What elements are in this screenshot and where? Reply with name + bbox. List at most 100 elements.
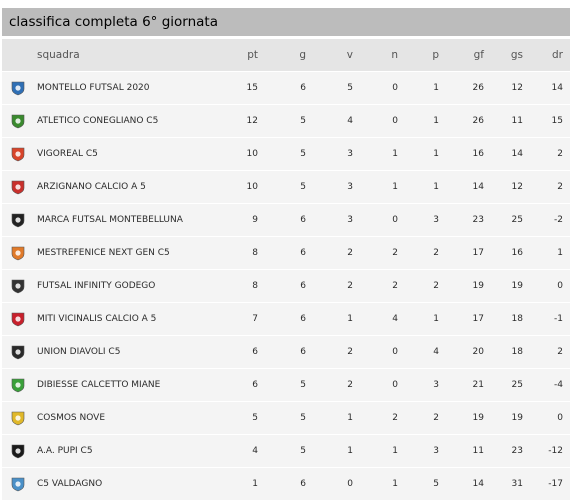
stat-dr: 0: [530, 402, 570, 434]
team-name[interactable]: DIBIESSE CALCETTO MIANE: [33, 369, 216, 401]
stat-dr: 0: [530, 270, 570, 302]
stat-p: 3: [405, 204, 446, 236]
stat-gf: 14: [446, 468, 491, 500]
header-logo: [2, 39, 33, 71]
stat-p: 1: [405, 72, 446, 104]
stat-dr: -2: [530, 204, 570, 236]
header-g[interactable]: g: [265, 39, 313, 71]
stat-n: 0: [360, 105, 405, 137]
stat-pt: 15: [216, 72, 265, 104]
stat-p: 3: [405, 369, 446, 401]
stat-g: 6: [265, 303, 313, 335]
stat-v: 3: [313, 138, 360, 170]
stat-p: 2: [405, 402, 446, 434]
stat-gs: 12: [491, 72, 530, 104]
stat-g: 6: [265, 270, 313, 302]
team-name[interactable]: COSMOS NOVE: [33, 402, 216, 434]
table-row[interactable]: MARCA FUTSAL MONTEBELLUNA 9 6 3 0 3 23 25 -2: [2, 204, 570, 236]
team-name[interactable]: MITI VICINALIS CALCIO A 5: [33, 303, 216, 335]
table-row[interactable]: FUTSAL INFINITY GODEGO 8 6 2 2 2 19 19 0: [2, 270, 570, 302]
stat-g: 5: [265, 369, 313, 401]
stat-gf: 26: [446, 105, 491, 137]
stat-v: 2: [313, 336, 360, 368]
logo-cell: [2, 171, 33, 203]
stat-g: 5: [265, 171, 313, 203]
stat-v: 1: [313, 402, 360, 434]
team-logo-icon: [10, 179, 26, 195]
stat-v: 1: [313, 435, 360, 467]
table-row[interactable]: MITI VICINALIS CALCIO A 5 7 6 1 4 1 17 18 -1: [2, 303, 570, 335]
team-name[interactable]: C5 VALDAGNO: [33, 468, 216, 500]
team-name[interactable]: MESTREFENICE NEXT GEN C5: [33, 237, 216, 269]
stat-p: 5: [405, 468, 446, 500]
header-v[interactable]: v: [313, 39, 360, 71]
team-logo-icon: [10, 344, 26, 360]
table-row[interactable]: ARZIGNANO CALCIO A 5 10 5 3 1 1 14 12 2: [2, 171, 570, 203]
logo-cell: [2, 270, 33, 302]
team-name[interactable]: A.A. PUPI C5: [33, 435, 216, 467]
stat-n: 0: [360, 336, 405, 368]
team-name[interactable]: ARZIGNANO CALCIO A 5: [33, 171, 216, 203]
stat-n: 2: [360, 402, 405, 434]
header-gs[interactable]: gs: [491, 39, 530, 71]
logo-cell: [2, 204, 33, 236]
table-row[interactable]: C5 VALDAGNO 1 6 0 1 5 14 31 -17: [2, 468, 570, 500]
stat-p: 1: [405, 138, 446, 170]
table-row[interactable]: UNION DIAVOLI C5 6 6 2 0 4 20 18 2: [2, 336, 570, 368]
stat-p: 1: [405, 303, 446, 335]
standings-widget: classifica completa 6° giornata squadra …: [2, 8, 570, 500]
stat-p: 4: [405, 336, 446, 368]
stat-gf: 20: [446, 336, 491, 368]
stat-g: 6: [265, 237, 313, 269]
stat-pt: 12: [216, 105, 265, 137]
team-name[interactable]: FUTSAL INFINITY GODEGO: [33, 270, 216, 302]
stat-pt: 6: [216, 336, 265, 368]
table-row[interactable]: MONTELLO FUTSAL 2020 15 6 5 0 1 26 12 14: [2, 72, 570, 104]
header-dr[interactable]: dr: [530, 39, 570, 71]
stat-dr: 1: [530, 237, 570, 269]
logo-cell: [2, 402, 33, 434]
team-logo-icon: [10, 311, 26, 327]
table-row[interactable]: VIGOREAL C5 10 5 3 1 1 16 14 2: [2, 138, 570, 170]
header-pt[interactable]: pt: [216, 39, 265, 71]
table-row[interactable]: A.A. PUPI C5 4 5 1 1 3 11 23 -12: [2, 435, 570, 467]
header-n[interactable]: n: [360, 39, 405, 71]
team-name[interactable]: MONTELLO FUTSAL 2020: [33, 72, 216, 104]
table-row[interactable]: ATLETICO CONEGLIANO C5 12 5 4 0 1 26 11 15: [2, 105, 570, 137]
table-row[interactable]: DIBIESSE CALCETTO MIANE 6 5 2 0 3 21 25 -4: [2, 369, 570, 401]
team-logo-icon: [10, 443, 26, 459]
stat-v: 4: [313, 105, 360, 137]
header-team[interactable]: squadra: [33, 39, 216, 71]
stat-gs: 18: [491, 303, 530, 335]
stat-pt: 10: [216, 138, 265, 170]
stat-pt: 7: [216, 303, 265, 335]
table-row[interactable]: COSMOS NOVE 5 5 1 2 2 19 19 0: [2, 402, 570, 434]
header-gf[interactable]: gf: [446, 39, 491, 71]
stat-n: 0: [360, 369, 405, 401]
header-p[interactable]: p: [405, 39, 446, 71]
stat-n: 1: [360, 435, 405, 467]
stat-gs: 23: [491, 435, 530, 467]
team-name[interactable]: VIGOREAL C5: [33, 138, 216, 170]
team-name[interactable]: ATLETICO CONEGLIANO C5: [33, 105, 216, 137]
logo-cell: [2, 72, 33, 104]
team-name[interactable]: UNION DIAVOLI C5: [33, 336, 216, 368]
stat-g: 6: [265, 72, 313, 104]
team-logo-icon: [10, 377, 26, 393]
stat-dr: -1: [530, 303, 570, 335]
stat-g: 6: [265, 204, 313, 236]
stat-gf: 19: [446, 270, 491, 302]
team-logo-icon: [10, 146, 26, 162]
stat-pt: 8: [216, 237, 265, 269]
stat-p: 2: [405, 270, 446, 302]
team-logo-icon: [10, 80, 26, 96]
stat-v: 2: [313, 369, 360, 401]
stat-g: 5: [265, 105, 313, 137]
stat-dr: 2: [530, 138, 570, 170]
table-row[interactable]: MESTREFENICE NEXT GEN C5 8 6 2 2 2 17 16 1: [2, 237, 570, 269]
stat-gs: 31: [491, 468, 530, 500]
team-logo-icon: [10, 278, 26, 294]
team-name[interactable]: MARCA FUTSAL MONTEBELLUNA: [33, 204, 216, 236]
standings-table: squadra pt g v n p gf gs dr MONTELLO FUT…: [2, 38, 570, 501]
team-logo-icon: [10, 245, 26, 261]
